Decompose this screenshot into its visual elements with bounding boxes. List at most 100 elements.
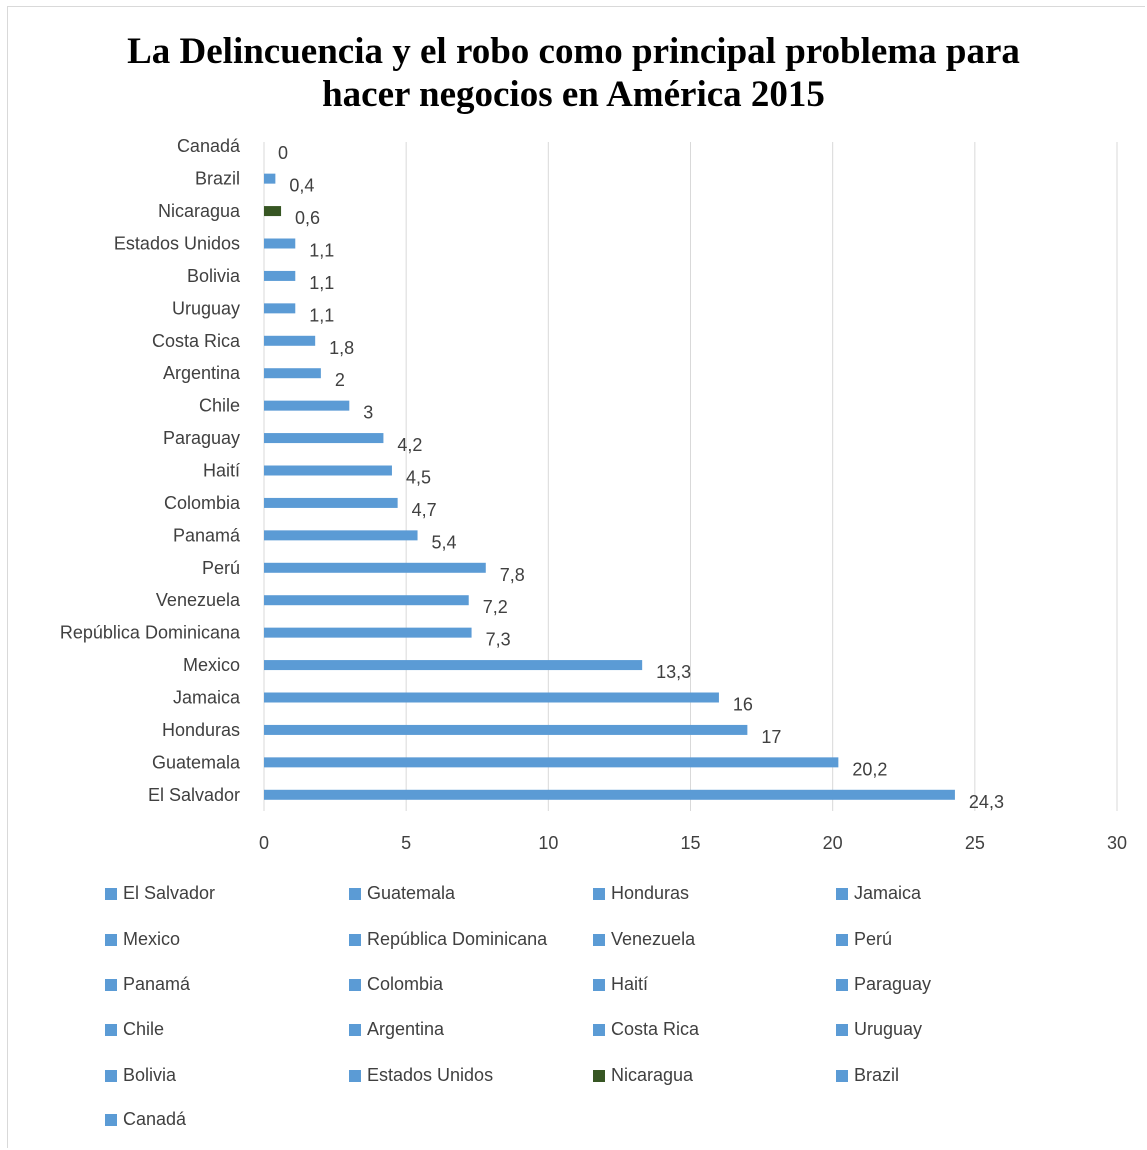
data-label: 0,6: [295, 208, 320, 228]
category-label: Panamá: [173, 525, 241, 545]
bar: [264, 692, 719, 703]
x-tick-label: 0: [259, 833, 269, 853]
data-label: 13,3: [656, 662, 691, 682]
legend-swatch: [836, 978, 848, 991]
legend-item: Mexico: [105, 929, 180, 950]
data-label: 1,1: [309, 241, 334, 261]
chart-title-line-2: hacer negocios en América 2015: [322, 74, 825, 115]
legend-item: El Salvador: [105, 883, 215, 904]
legend-label: Chile: [123, 1019, 165, 1039]
legend-item: Brazil: [836, 1065, 899, 1086]
bar: [264, 497, 398, 508]
data-label: 5,4: [432, 532, 457, 552]
legend-swatch: [349, 1023, 361, 1036]
data-label: 0,4: [289, 176, 314, 196]
legend-item: Haití: [593, 974, 648, 995]
category-label: Jamaica: [173, 688, 241, 708]
legend-label: Honduras: [611, 883, 690, 903]
legend-item: Perú: [836, 929, 892, 950]
legend-swatch: [105, 1069, 117, 1082]
legend-swatch: [836, 887, 848, 900]
legend-label: El Salvador: [123, 883, 216, 903]
legend-item: Venezuela: [593, 929, 695, 950]
x-tick-label: 5: [401, 833, 411, 853]
category-label: Argentina: [163, 363, 241, 383]
legend-swatch: [836, 1069, 848, 1082]
legend-swatch: [349, 887, 361, 900]
bar: [264, 530, 418, 541]
legend-swatch: [836, 933, 848, 946]
data-label: 4,2: [397, 435, 422, 455]
bar: [264, 562, 486, 573]
legend-item: Costa Rica: [593, 1019, 699, 1040]
legend-item: Paraguay: [836, 974, 931, 995]
category-label: Colombia: [164, 493, 241, 513]
bar: [264, 173, 276, 184]
legend-label: República Dominicana: [367, 929, 548, 949]
legend-label: Perú: [854, 929, 893, 949]
category-label: Mexico: [183, 655, 240, 675]
data-label: 20,2: [852, 759, 887, 779]
legend-item: Panamá: [105, 974, 190, 995]
legend-swatch: [836, 1023, 848, 1036]
legend-label: Estados Unidos: [367, 1065, 494, 1085]
category-label: Venezuela: [156, 590, 241, 610]
category-label: Costa Rica: [152, 331, 241, 351]
category-label: Perú: [202, 558, 240, 578]
category-label: Honduras: [162, 720, 240, 740]
category-label: El Salvador: [148, 785, 240, 805]
legend-swatch: [593, 887, 605, 900]
bar: [264, 627, 472, 638]
category-label: Estados Unidos: [114, 234, 240, 254]
category-label: Chile: [199, 396, 240, 416]
x-tick-label: 20: [823, 833, 843, 853]
legend-swatch: [593, 1023, 605, 1036]
data-label: 3: [363, 403, 373, 423]
chart-frame: [7, 6, 1145, 1148]
legend-label: Mexico: [123, 929, 181, 949]
legend-item: Guatemala: [349, 883, 455, 904]
legend-item: Bolivia: [105, 1065, 176, 1086]
x-tick-label: 30: [1107, 833, 1127, 853]
category-label: Nicaragua: [158, 201, 241, 221]
legend-label: Jamaica: [854, 883, 922, 903]
category-label: Canadá: [177, 136, 241, 156]
legend-swatch: [349, 978, 361, 991]
legend-label: Argentina: [367, 1019, 445, 1039]
data-label: 7,3: [486, 630, 511, 650]
bar: [264, 465, 392, 476]
legend-label: Guatemala: [367, 883, 456, 903]
legend-label: Nicaragua: [611, 1065, 694, 1085]
bar: [264, 303, 296, 314]
legend-item: Argentina: [349, 1019, 444, 1040]
legend-swatch: [105, 933, 117, 946]
legend-item: Uruguay: [836, 1019, 922, 1040]
category-label: Bolivia: [187, 266, 241, 286]
legend-label: Haití: [611, 974, 649, 994]
bar: [264, 368, 321, 379]
legend-label: Panamá: [123, 974, 191, 994]
bar: [264, 400, 350, 411]
legend-label: Canadá: [123, 1109, 187, 1129]
legend-label: Venezuela: [611, 929, 696, 949]
x-tick-label: 25: [965, 833, 985, 853]
legend-swatch: [593, 978, 605, 991]
legend-swatch: [349, 933, 361, 946]
bar: [264, 270, 296, 281]
category-label: Haití: [203, 461, 240, 481]
legend-swatch: [105, 1113, 117, 1126]
legend-label: Paraguay: [854, 974, 932, 994]
data-label: 4,7: [412, 500, 437, 520]
bar: [264, 757, 839, 768]
data-label: 7,8: [500, 565, 525, 585]
category-label: Paraguay: [163, 428, 240, 448]
legend-swatch: [593, 933, 605, 946]
legend-item: Estados Unidos: [349, 1065, 493, 1086]
bar: [264, 335, 316, 346]
legend-swatch: [593, 1069, 605, 1082]
x-tick-label: 15: [680, 833, 700, 853]
data-label: 4,5: [406, 468, 431, 488]
bar: [264, 789, 955, 800]
category-label: Uruguay: [172, 298, 240, 318]
